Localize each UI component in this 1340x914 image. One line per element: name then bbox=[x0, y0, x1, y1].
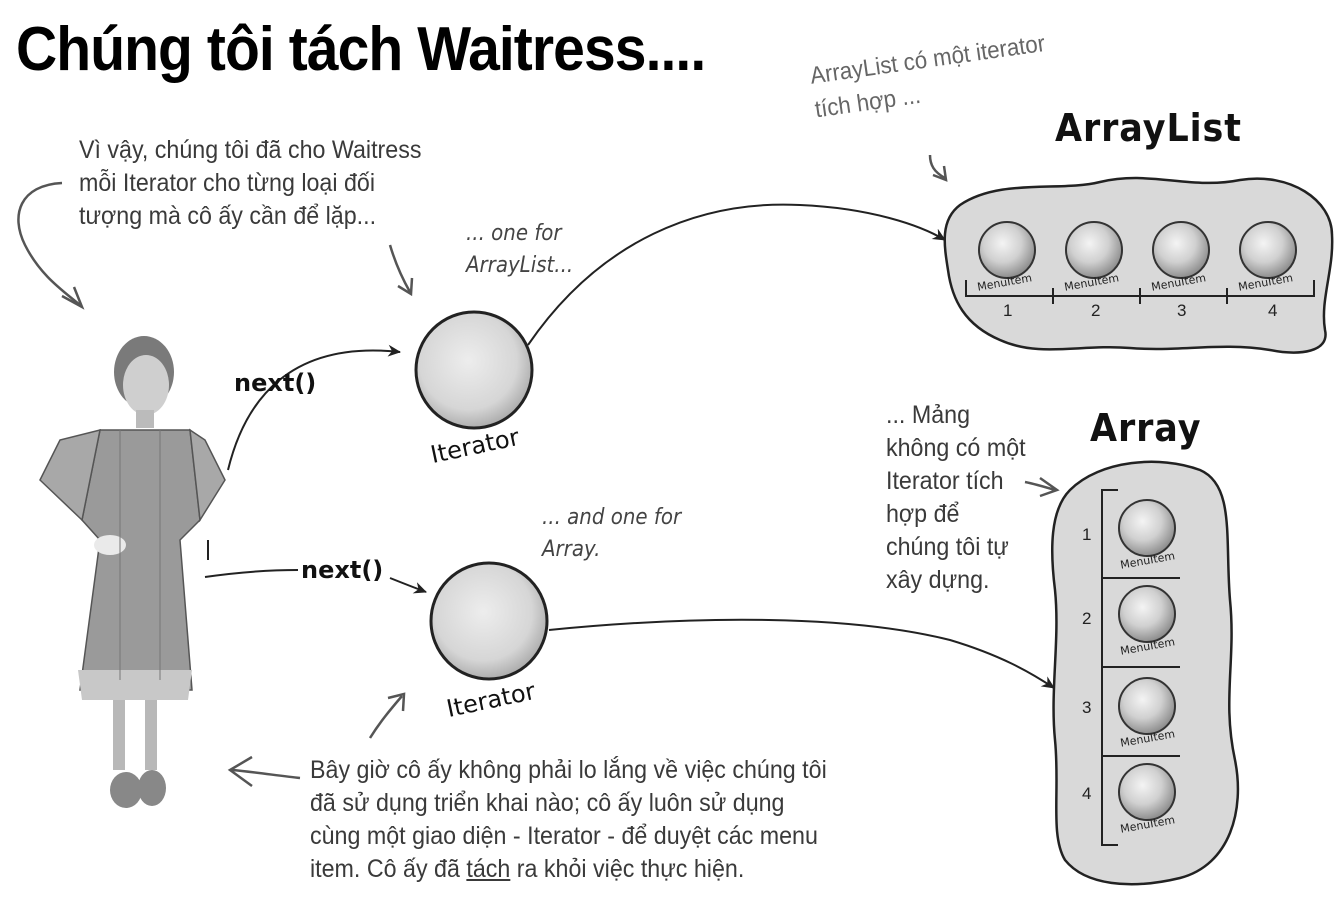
pointer-arrow-bottom-left bbox=[231, 768, 301, 780]
arraylist-title: ArrayList bbox=[1055, 106, 1242, 150]
arraylist-ball-1 bbox=[978, 221, 1036, 279]
note-text: ra khỏi việc thực hiện. bbox=[510, 855, 745, 883]
note-line: ... one for bbox=[466, 221, 562, 246]
note-line: đã sử dụng triển khai nào; cô ấy luôn sử… bbox=[310, 789, 785, 817]
array-title: Array bbox=[1090, 406, 1202, 450]
arraylist-index: 3 bbox=[1177, 301, 1187, 320]
note-line: chúng tôi tự bbox=[886, 533, 1009, 561]
pointer-arrow-array-note bbox=[1024, 480, 1056, 492]
arraylist-ball-3 bbox=[1152, 221, 1210, 279]
note-one-for-arraylist: ... one for ArrayList... bbox=[466, 218, 573, 282]
arrow-next-1 bbox=[227, 344, 401, 471]
arraylist-index: 4 bbox=[1268, 301, 1278, 320]
note-top-left: Vì vậy, chúng tôi đã cho Waitress mỗi It… bbox=[79, 134, 421, 233]
arraylist-ball-4 bbox=[1239, 221, 1297, 279]
note-underlined-word: tách bbox=[466, 855, 511, 883]
next-call-label-1: next() bbox=[234, 369, 317, 397]
note-text: item. Cô ấy đã bbox=[310, 855, 467, 883]
note-line: Vì vậy, chúng tôi đã cho Waitress bbox=[79, 136, 422, 164]
note-array-no-iterator: ... Mảng không có một Iterator tích hợp … bbox=[886, 399, 1026, 597]
pointer-arrow-one-for bbox=[388, 244, 412, 293]
array-ball-3 bbox=[1118, 677, 1176, 735]
note-line: Iterator tích bbox=[886, 467, 1004, 495]
iterator-sphere-2 bbox=[429, 561, 549, 681]
note-line: mỗi Iterator cho từng loại đối bbox=[79, 169, 376, 197]
arraylist-ball-2 bbox=[1065, 221, 1123, 279]
array-index: 3 bbox=[1082, 698, 1092, 717]
note-bottom: Bây giờ cô ấy không phải lo lắng về việc… bbox=[310, 754, 827, 886]
arrow-next-2 bbox=[204, 569, 299, 578]
array-container-shape bbox=[1051, 460, 1240, 886]
array-index: 2 bbox=[1082, 609, 1092, 628]
note-line: hợp để bbox=[886, 500, 960, 528]
note-line: ... and one for bbox=[542, 505, 682, 530]
arraylist-index: 1 bbox=[1003, 301, 1013, 320]
pointer-arrow-bottom-up bbox=[368, 695, 403, 739]
arraylist-container-shape bbox=[943, 176, 1334, 354]
note-line: không có một bbox=[886, 434, 1026, 462]
note-line: ArrayList... bbox=[466, 253, 574, 278]
arraylist-index: 2 bbox=[1091, 301, 1101, 320]
array-index: 4 bbox=[1082, 784, 1092, 803]
arrow-iterator1-to-arraylist bbox=[527, 203, 946, 346]
array-ball-4 bbox=[1118, 763, 1176, 821]
note-line: cùng một giao diện - Iterator - để duyệt… bbox=[310, 822, 818, 850]
note-line: xây dựng. bbox=[886, 566, 990, 594]
page-title: Chúng tôi tách Waitress.... bbox=[16, 15, 706, 84]
note-and-one-for-array: ... and one for Array. bbox=[542, 502, 681, 566]
array-ball-1 bbox=[1118, 499, 1176, 557]
note-line: Bây giờ cô ấy không phải lo lắng về việc… bbox=[310, 756, 827, 784]
pointer-arrow-arraylist-note bbox=[928, 154, 946, 180]
array-index: 1 bbox=[1082, 525, 1092, 544]
iterator-sphere-1 bbox=[414, 310, 534, 430]
arrow-iterator2-to-array bbox=[548, 618, 1055, 689]
array-ball-2 bbox=[1118, 585, 1176, 643]
note-line-last: item. Cô ấy đã tách ra khỏi việc thực hi… bbox=[310, 853, 827, 886]
note-line: ... Mảng bbox=[886, 401, 971, 429]
waitress-figure bbox=[39, 336, 226, 808]
note-line: tượng mà cô ấy cần để lặp... bbox=[79, 202, 377, 230]
next-call-label-2: next() bbox=[301, 556, 384, 584]
note-line: Array. bbox=[542, 537, 601, 562]
pointer-arrow-top-left bbox=[17, 181, 81, 306]
